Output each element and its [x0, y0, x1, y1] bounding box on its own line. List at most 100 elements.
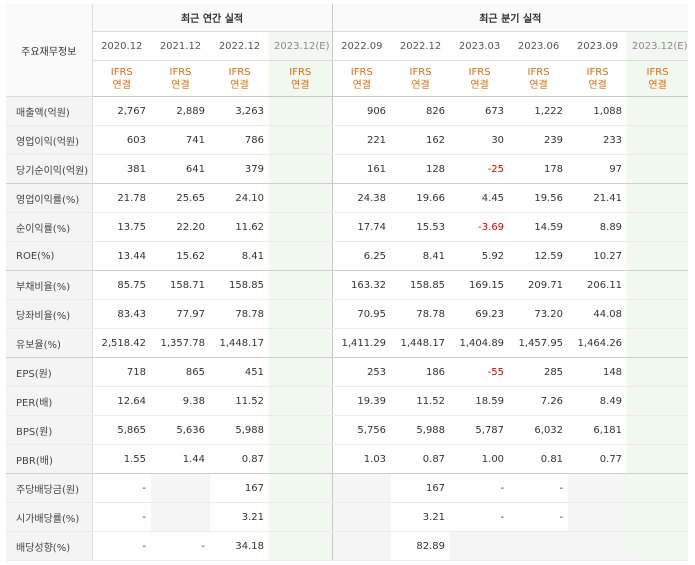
value-cell: 5,756 [331, 415, 392, 445]
value-cell: 1,448.17 [391, 328, 451, 358]
value-cell [568, 502, 628, 532]
basis-header: IFRS 연결 [509, 60, 569, 97]
value-cell [450, 531, 510, 561]
basis-header: IFRS 연결 [391, 60, 451, 97]
value-cell [627, 531, 689, 561]
value-cell: 5,865 [92, 415, 151, 445]
table-row: 주당배당금(원) -167 167- - [6, 473, 689, 503]
basis-ifrs-label: IFRS [228, 66, 251, 78]
basis-ifrs-label: IFRS [169, 66, 192, 78]
value-cell [269, 357, 333, 387]
value-cell: -55 [450, 357, 510, 387]
value-cell: 2,889 [151, 96, 210, 126]
value-cell: 1.44 [151, 444, 210, 474]
quarter-section-title: 최근 분기 실적 [331, 4, 689, 32]
value-cell: 865 [151, 357, 210, 387]
value-cell [627, 270, 689, 300]
value-cell: 11.52 [391, 386, 451, 416]
value-cell: 1.03 [331, 444, 392, 474]
row-label: 주당배당금(원) [6, 473, 93, 503]
value-cell [269, 502, 333, 532]
row-label: 영업이익률(%) [6, 183, 93, 213]
value-cell: 17.74 [331, 212, 392, 242]
value-cell: 18.59 [450, 386, 510, 416]
value-cell: 70.95 [331, 299, 392, 329]
value-cell: 69.23 [450, 299, 510, 329]
value-cell: 221 [331, 125, 392, 155]
period-header: 2023.09 [568, 31, 628, 61]
table-row: 유보율(%) 2,518.42 1,357.78 1,448.17 1,411.29 1,… [6, 328, 689, 358]
row-label: EPS(원) [6, 357, 93, 387]
period-header: 2021.12 [151, 31, 210, 61]
value-cell: 4.45 [450, 183, 510, 213]
value-cell: 3.21 [210, 502, 269, 532]
annual-section-title: 최근 연간 실적 [92, 4, 333, 32]
value-cell: 9.38 [151, 386, 210, 416]
value-cell: 167 [391, 473, 451, 503]
value-cell: 6,181 [568, 415, 628, 445]
value-cell: 826 [391, 96, 451, 126]
value-cell [269, 328, 333, 358]
value-cell: 5,988 [210, 415, 269, 445]
value-cell: - [450, 502, 510, 532]
value-cell: 15.53 [391, 212, 451, 242]
row-label: 부채비율(%) [6, 270, 93, 300]
table-row: ROE(%) 13.44 15.62 8.41 6.25 8.41 5.92 12.59 10.… [6, 241, 689, 271]
table-row: PER(배) 12.64 9.38 11.52 19.39 11.52 18.59 7.26 8… [6, 386, 689, 416]
value-cell: 1,457.95 [509, 328, 569, 358]
value-cell: 253 [331, 357, 392, 387]
value-cell [269, 299, 333, 329]
value-cell: 6.25 [331, 241, 392, 271]
value-cell: 77.97 [151, 299, 210, 329]
value-cell: 741 [151, 125, 210, 155]
value-cell [568, 531, 628, 561]
value-cell: 1.00 [450, 444, 510, 474]
period-header: 2022.09 [331, 31, 392, 61]
table-row: 순이익률(%) 13.75 22.20 11.62 17.74 15.53 -3.69 14.… [6, 212, 689, 242]
value-cell: 21.78 [92, 183, 151, 213]
value-cell: 1,088 [568, 96, 628, 126]
basis-header: IFRS 연결 [450, 60, 510, 97]
value-cell: 30 [450, 125, 510, 155]
period-header-row: 2020.12 2021.12 2022.12 2023.12(E) 2022.09 20… [6, 31, 689, 61]
basis-consolidated-label: 연결 [171, 79, 190, 91]
value-cell: 239 [509, 125, 569, 155]
value-cell [627, 444, 689, 474]
value-cell: 178 [509, 154, 569, 184]
basis-ifrs-label: IFRS [468, 66, 491, 78]
row-label: 매출액(억원) [6, 96, 93, 126]
value-cell [627, 299, 689, 329]
value-cell: 786 [210, 125, 269, 155]
row-label: PER(배) [6, 386, 93, 416]
table-row: EPS(원) 718 865 451 253 186 -55 285 148 [6, 357, 689, 387]
value-cell [331, 531, 392, 561]
value-cell [331, 473, 392, 503]
value-cell: 167 [210, 473, 269, 503]
value-cell: 14.59 [509, 212, 569, 242]
value-cell: 2,518.42 [92, 328, 151, 358]
value-cell: - [151, 531, 210, 561]
value-cell: 8.41 [391, 241, 451, 271]
value-cell [269, 386, 333, 416]
basis-consolidated-label: 연결 [470, 79, 489, 91]
value-cell [269, 531, 333, 561]
value-cell: - [92, 531, 151, 561]
basis-ifrs-label: IFRS [350, 66, 373, 78]
row-label: 당좌비율(%) [6, 299, 93, 329]
basis-header: IFRS 연결 [151, 60, 210, 97]
value-cell: 161 [331, 154, 392, 184]
value-cell [627, 357, 689, 387]
table-row: PBR(배) 1.55 1.44 0.87 1.03 0.87 1.00 0.81 0.77 [6, 444, 689, 474]
basis-consolidated-label: 연결 [411, 79, 430, 91]
value-cell: 3,263 [210, 96, 269, 126]
value-cell: 19.56 [509, 183, 569, 213]
basis-ifrs-label: IFRS [289, 66, 312, 78]
value-cell [269, 270, 333, 300]
value-cell: 12.59 [509, 241, 569, 271]
row-label: 순이익률(%) [6, 212, 93, 242]
value-cell [627, 96, 689, 126]
value-cell [627, 154, 689, 184]
value-cell: 158.85 [391, 270, 451, 300]
value-cell: 22.20 [151, 212, 210, 242]
value-cell: 7.26 [509, 386, 569, 416]
